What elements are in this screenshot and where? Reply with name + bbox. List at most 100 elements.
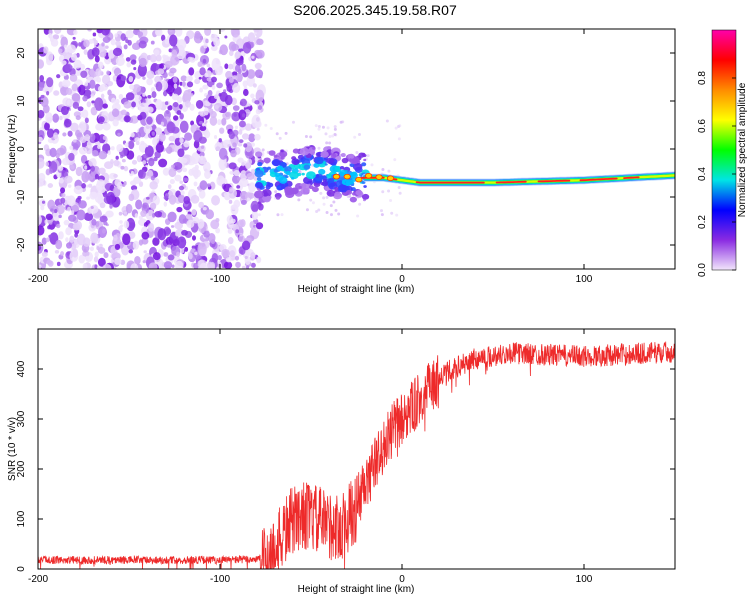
spectrogram-noise-blob	[81, 183, 86, 189]
spectrogram-noise-blob	[102, 103, 108, 109]
spectrogram-noise-blob	[204, 170, 211, 179]
spectrogram-noise-blob	[164, 101, 169, 106]
spectrogram-noise-blob	[224, 35, 228, 39]
spectrogram-noise-blob	[76, 71, 82, 76]
spectrogram-signal-blob	[352, 162, 363, 171]
spectrogram-noise-blob	[142, 160, 147, 165]
spectrogram-peak-bead	[365, 172, 373, 179]
spectrogram-signal-blob	[299, 147, 310, 156]
spectrogram-noise-blob	[179, 120, 189, 133]
spectrogram-signal-blob	[280, 156, 284, 160]
spectrogram-noise-blob	[163, 195, 169, 200]
spectrogram-noise-blob	[39, 74, 45, 82]
spectrogram-noise-blob	[245, 192, 253, 201]
spectrogram-noise-blob	[191, 152, 200, 165]
spectrogram-noise-blob	[142, 260, 146, 264]
spectrogram-noise-blob	[148, 262, 158, 269]
spectrogram-noise-blob	[123, 211, 128, 217]
spectrogram-noise-blob	[171, 93, 179, 101]
spectrogram-noise-blob	[170, 225, 175, 228]
spectrogram-signal-blob	[301, 172, 305, 176]
spectrogram-noise-blob	[238, 129, 243, 135]
spectrogram-noise-blob	[115, 40, 121, 47]
spectrogram-signal-blob	[290, 187, 299, 195]
spectrogram-noise-blob	[52, 34, 60, 40]
spectrogram-noise-blob	[224, 94, 233, 106]
spectrogram-speckle	[398, 191, 402, 195]
spectrogram-noise-blob	[41, 237, 47, 245]
spectrogram-noise-blob	[45, 213, 53, 221]
colorbar-ticks: 0.0 0.2 0.4 0.6 0.8	[697, 71, 736, 277]
spectrogram-signal-blob	[254, 182, 263, 189]
spectrogram-speckle	[355, 150, 359, 154]
spectrogram-noise-blob	[236, 72, 243, 83]
spectrogram-noise-blob	[94, 194, 103, 204]
colorbar-label: Normalized spectral amplitude	[737, 82, 748, 217]
spectrogram-signal-blob	[263, 196, 271, 203]
spectrogram-peak-bead	[332, 173, 341, 180]
snr-y-tick-label: 100	[16, 510, 27, 527]
spectrogram-noise-blob	[190, 93, 194, 97]
spectrogram-noise-blob	[56, 204, 65, 215]
spectrogram-noise-blob	[228, 78, 234, 84]
spectrogram-noise-blob	[225, 70, 233, 79]
spectrogram-speckle	[358, 202, 362, 206]
spectrogram-noise-blob	[66, 44, 77, 54]
spectrogram-noise-blob	[138, 239, 144, 246]
spectrogram-noise-blob	[52, 113, 60, 123]
spectrogram-speckle	[325, 210, 329, 214]
spectrogram-speckle	[256, 127, 260, 131]
spectrogram-noise-blob	[135, 199, 143, 210]
spectrogram-noise-blob	[198, 155, 207, 165]
spectrogram-signal-blob	[304, 187, 310, 193]
spectrogram-noise-blob	[239, 249, 243, 255]
spectrogram-speckle	[274, 190, 278, 194]
spectrogram-noise-blob	[203, 42, 208, 49]
spectrogram-noise-blob	[217, 255, 222, 261]
spectrogram-noise-blob	[193, 130, 203, 143]
spectrogram-noise-blob	[154, 75, 162, 84]
spectrogram-noise-blob	[95, 68, 102, 77]
spectrogram-noise-blob	[130, 59, 137, 65]
snr-series-line	[38, 341, 675, 569]
spectrogram-noise-blob	[102, 135, 107, 140]
spectrogram-noise-blob	[188, 67, 195, 76]
spectrogram-signal-blob	[273, 154, 278, 158]
spectrogram-noise-blob	[123, 165, 129, 172]
spectrogram-noise-blob	[175, 29, 183, 37]
spectrogram-noise-blob	[180, 157, 188, 164]
spectrogram-noise-blob	[72, 101, 80, 109]
spectrogram-noise-blob	[230, 204, 238, 210]
snr-x-tick-label: -200	[28, 574, 48, 585]
spectrogram-noise-blob	[178, 185, 185, 191]
spectrogram-speckle	[397, 186, 401, 190]
spectrogram-noise-blob	[173, 83, 178, 89]
snr-frame	[37, 328, 676, 570]
spectrogram-signal-blob	[355, 189, 363, 196]
spectrogram-noise-blob	[64, 48, 69, 53]
spectrogram-speckle	[269, 127, 273, 131]
spectrogram-x-axis-label: Height of straight line (km)	[298, 284, 415, 295]
spectrogram-hot-segment	[579, 177, 618, 182]
spectrogram-noise-blob	[125, 57, 131, 62]
spectrogram-noise-blob	[120, 259, 126, 265]
spectrogram-noise-blob	[131, 159, 138, 165]
spectrogram-noise-blob	[94, 97, 104, 111]
spectrogram-noise-blob	[95, 123, 104, 131]
spectrogram-noise-blob	[162, 71, 168, 79]
spectrogram-noise-blob	[89, 191, 97, 200]
spectrogram-noise-blob	[165, 146, 173, 154]
spectrogram-noise-blob	[187, 56, 193, 62]
spectrogram-noise-blob	[232, 83, 241, 94]
spectrogram-signal-blob	[285, 170, 291, 176]
spectrogram-noise-blob	[46, 128, 55, 139]
spectrogram-signal-blob	[322, 178, 327, 182]
spectrogram-signal-blob	[298, 185, 302, 189]
spectrogram-noise-blob	[114, 33, 118, 38]
spectrogram-noise-blob	[199, 125, 207, 132]
spectrogram-noise-blob	[75, 115, 81, 121]
spectrogram-speckle	[305, 208, 309, 212]
spectrogram-noise-blob	[149, 54, 157, 63]
spectrogram-noise-blob	[169, 67, 177, 74]
spectrogram-speckle	[304, 135, 308, 139]
